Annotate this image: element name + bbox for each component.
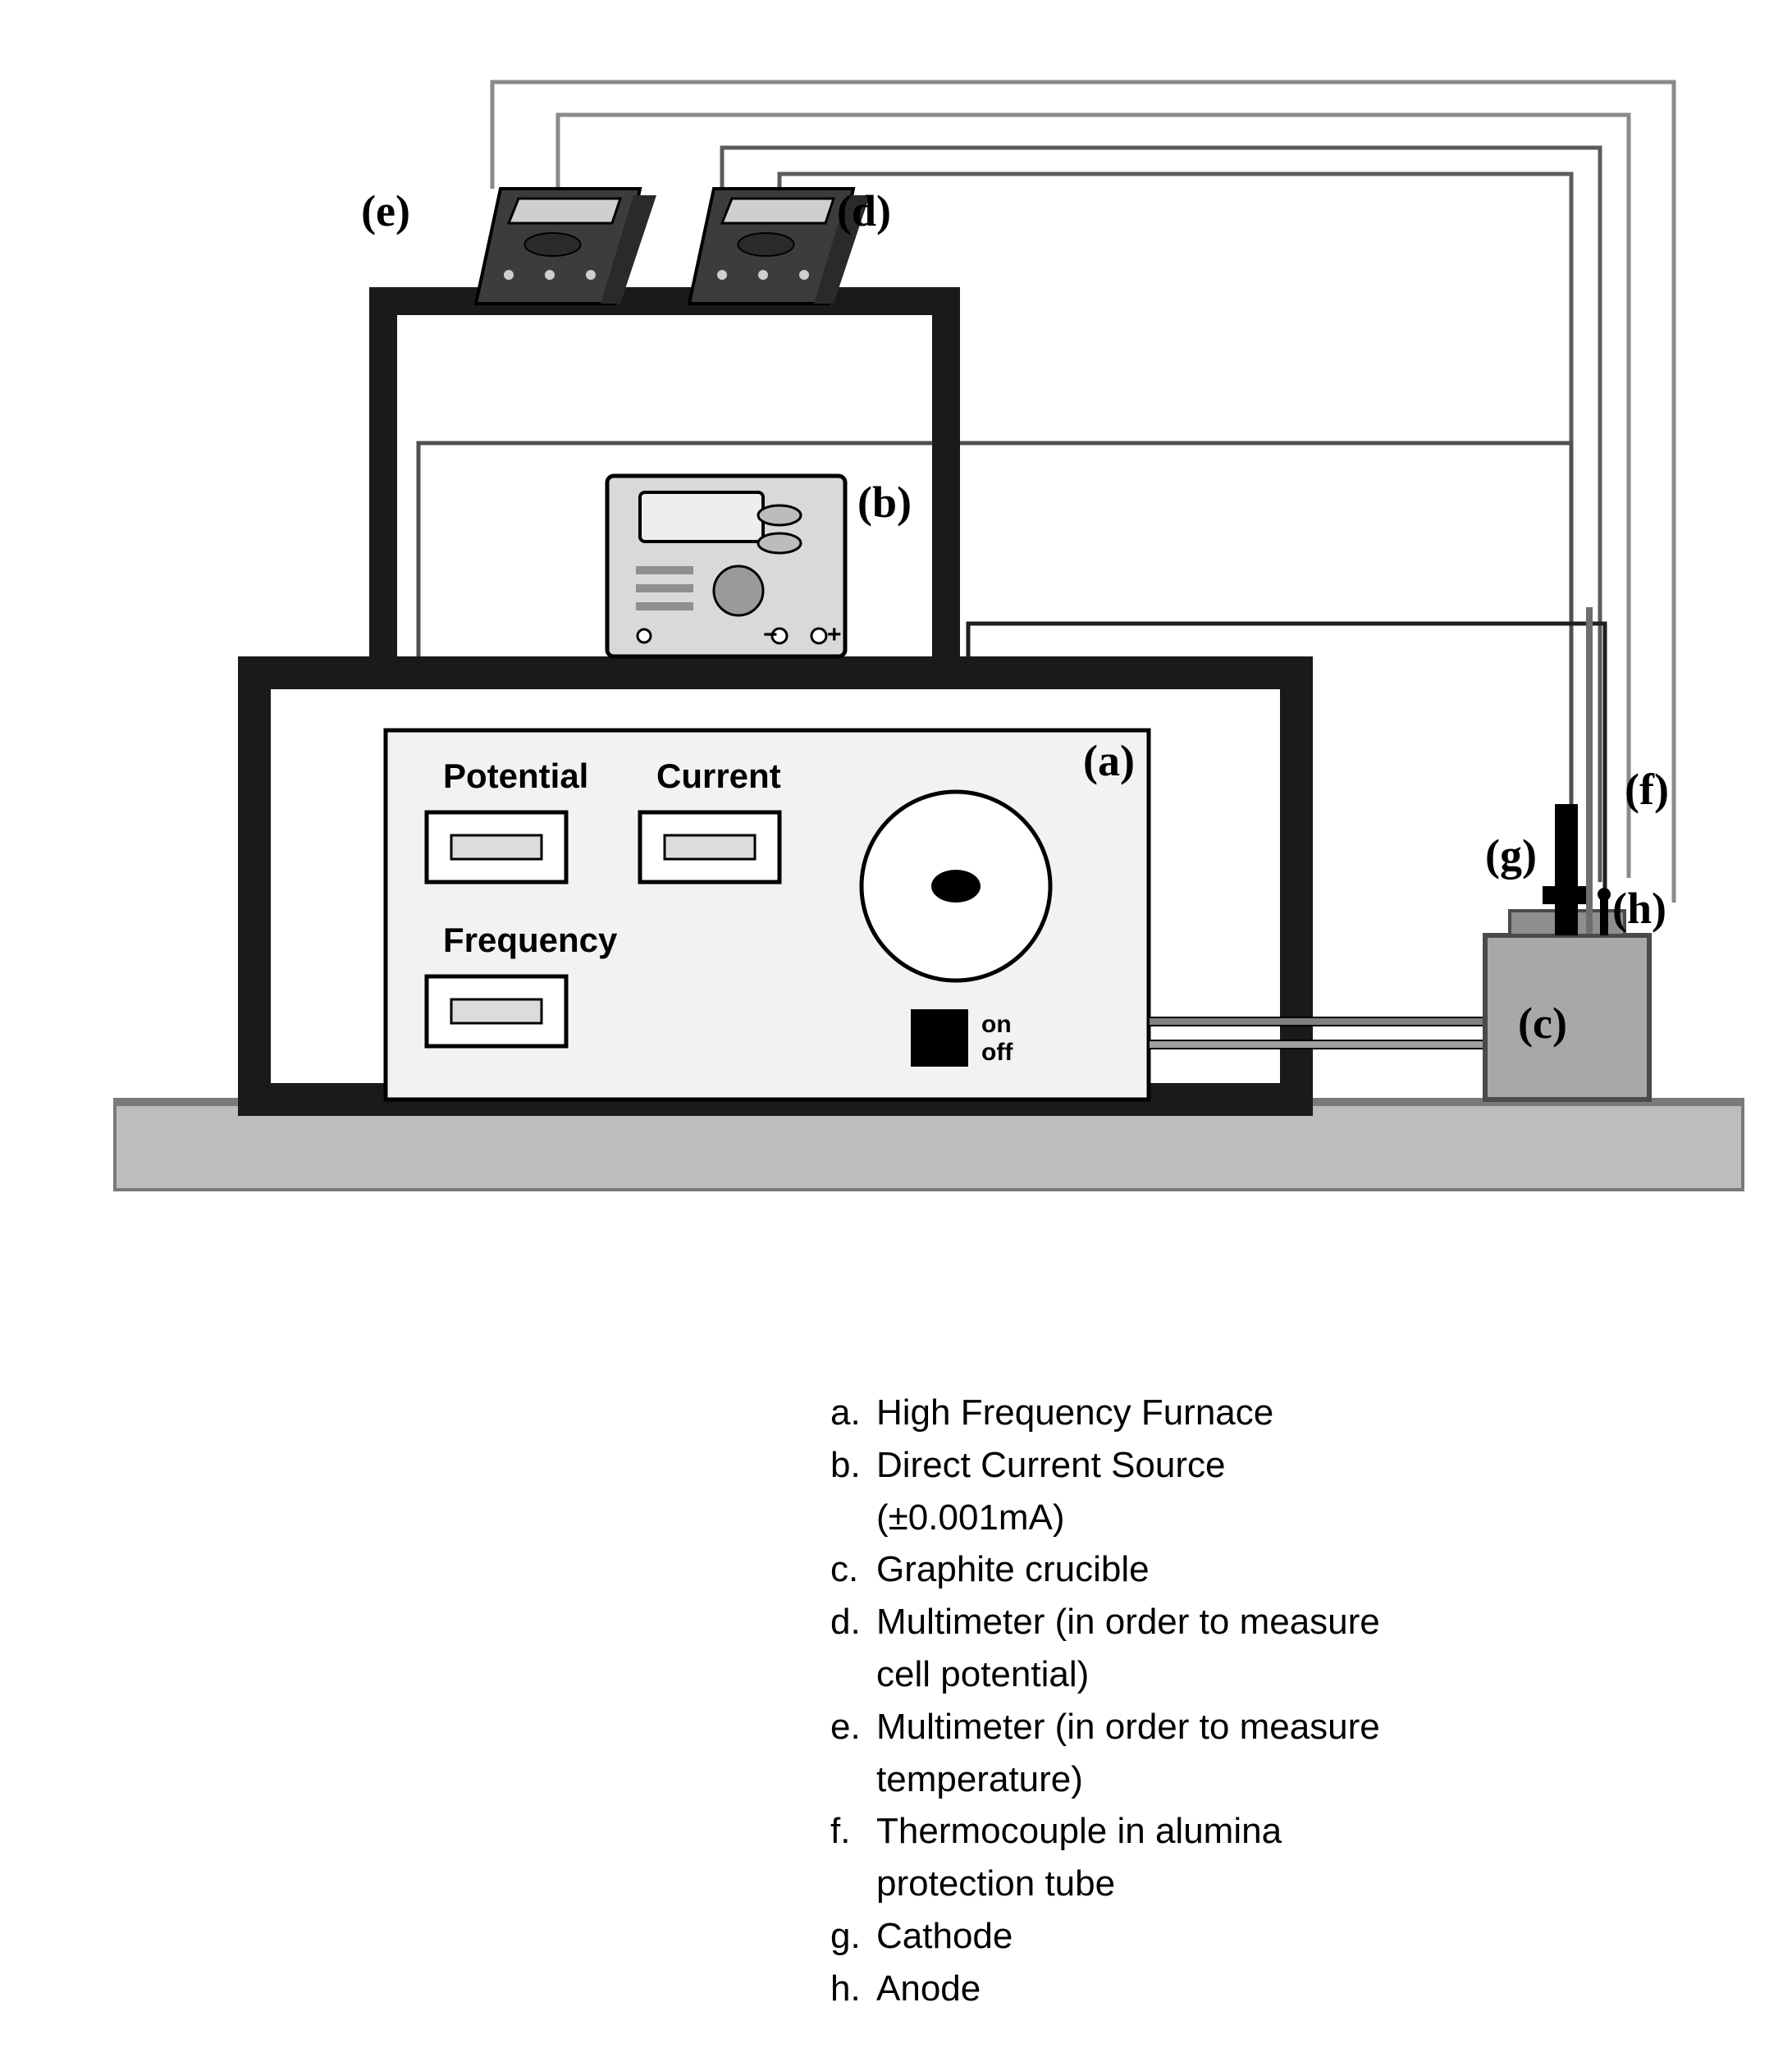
legend-key: a. [830, 1387, 876, 1439]
legend-text: Multimeter (in order to measure cell pot… [876, 1596, 1421, 1701]
legend: a.High Frequency Furnaceb.Direct Current… [437, 1387, 1421, 2015]
legend-key: c. [830, 1543, 876, 1596]
legend-row: d.Multimeter (in order to measure cell p… [830, 1596, 1421, 1701]
svg-text:off: off [981, 1039, 1013, 1066]
svg-text:(h): (h) [1612, 884, 1666, 933]
apparatus-diagram: Potential Current Frequency onoff − + (a) (b) (c… [66, 33, 1792, 1296]
legend-text: Thermocouple in alumina protection tube [876, 1805, 1421, 1910]
svg-text:(e): (e) [361, 186, 410, 235]
legend-text: Cathode [876, 1910, 1421, 1963]
legend-key: d. [830, 1596, 876, 1701]
legend-key: b. [830, 1439, 876, 1544]
legend-text: Graphite crucible [876, 1543, 1421, 1596]
legend-row: a.High Frequency Furnace [830, 1387, 1421, 1439]
svg-text:(g): (g) [1485, 830, 1537, 880]
legend-row: b.Direct Current Source (±0.001mA) [830, 1439, 1421, 1544]
diagram-svg: Potential Current Frequency onoff − + (a) (b) (c… [66, 33, 1792, 1296]
svg-text:(a): (a) [1083, 736, 1135, 785]
legend-row: e.Multimeter (in order to measure temper… [830, 1701, 1421, 1806]
svg-text:+: + [827, 621, 842, 648]
svg-text:(d): (d) [837, 186, 891, 235]
legend-row: f.Thermocouple in alumina protection tub… [830, 1805, 1421, 1910]
svg-text:(b): (b) [857, 478, 912, 527]
legend-text: Anode [876, 1963, 1421, 2015]
legend-row: h.Anode [830, 1963, 1421, 2015]
legend-text: Multimeter (in order to measure temperat… [876, 1701, 1421, 1806]
svg-text:Frequency: Frequency [443, 921, 618, 959]
svg-text:(f): (f) [1625, 765, 1669, 814]
legend-text: Direct Current Source (±0.001mA) [876, 1439, 1421, 1544]
svg-text:−: − [763, 621, 778, 648]
legend-row: c.Graphite crucible [830, 1543, 1421, 1596]
legend-key: h. [830, 1963, 876, 2015]
svg-text:on: on [981, 1011, 1012, 1038]
legend-row: g.Cathode [830, 1910, 1421, 1963]
legend-key: g. [830, 1910, 876, 1963]
legend-key: e. [830, 1701, 876, 1806]
svg-text:Current: Current [656, 757, 781, 795]
svg-text:(c): (c) [1518, 999, 1567, 1048]
legend-text: High Frequency Furnace [876, 1387, 1421, 1439]
svg-text:Potential: Potential [443, 757, 588, 795]
legend-key: f. [830, 1805, 876, 1910]
